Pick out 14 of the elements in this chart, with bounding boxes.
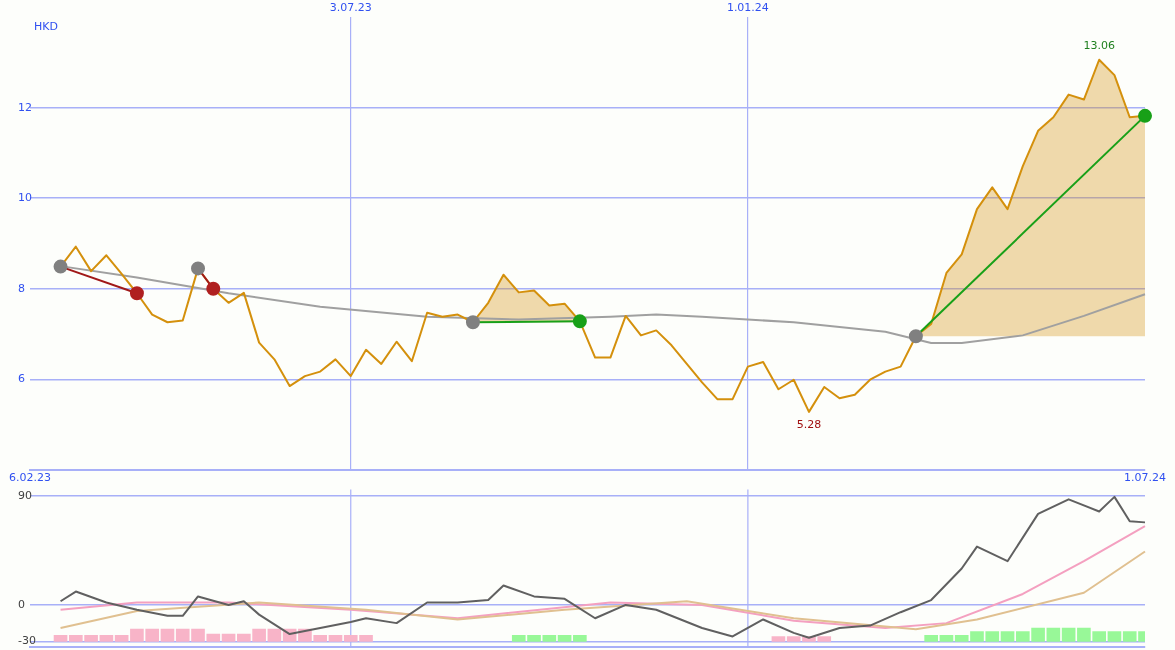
y-tick-label: 6 (18, 372, 25, 386)
x-tick-label: 6.02.23 (9, 471, 51, 485)
y-axis-title: HKD (34, 19, 58, 33)
data-label: 13.06 (1083, 39, 1115, 53)
y-tick-label: 0 (18, 597, 25, 611)
x2-tick-label: 1.01.24 (726, 1, 769, 15)
data-label: 5.28 (796, 418, 822, 432)
y-tick-label: 90 (18, 488, 32, 502)
y-tick-label: 10 (18, 191, 32, 205)
y-tick-label: 8 (18, 281, 25, 295)
x2-tick-label: 3.07.23 (329, 1, 372, 15)
y-tick-label: -30 (18, 634, 36, 648)
y-tick-label: 12 (18, 100, 32, 114)
x-tick-label: 1.07.24 (1124, 471, 1166, 485)
